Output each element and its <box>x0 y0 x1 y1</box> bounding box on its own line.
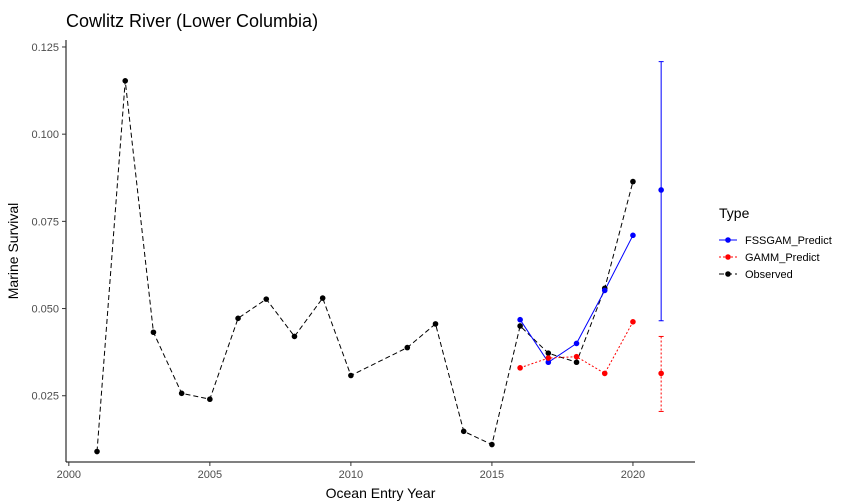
data-point-observed <box>94 448 100 455</box>
error-bar-point-gamm-predict <box>658 370 664 377</box>
legend-key-point <box>725 254 731 260</box>
legend-label: Observed <box>745 269 793 281</box>
data-point-observed <box>263 296 270 302</box>
data-point-gamm-predict <box>601 370 608 377</box>
legend-key-point <box>725 271 731 277</box>
data-point-fssgam-predict <box>573 340 580 347</box>
data-point-observed <box>207 396 213 403</box>
data-point-observed <box>432 321 439 327</box>
y-tick-label: 0.025 <box>31 391 59 403</box>
plot-area <box>94 61 664 455</box>
x-tick-label: 2005 <box>198 469 222 481</box>
x-tick-label: 2020 <box>621 469 645 481</box>
data-point-gamm-predict <box>517 365 523 371</box>
x-tick-label: 2010 <box>339 469 363 481</box>
chart-title: Cowlitz River (Lower Columbia) <box>66 11 318 31</box>
series-line-gamm-predict <box>519 321 634 375</box>
x-tick-label: 2000 <box>57 469 81 481</box>
data-point-observed <box>235 315 241 322</box>
legend-item-observed: Observed <box>719 269 793 281</box>
data-point-observed <box>319 295 326 301</box>
data-point-observed <box>460 428 467 435</box>
axes: 2000 2005 2010 2015 2020 0.025 0.050 0.075 0.100… <box>31 40 695 481</box>
data-point-observed <box>178 390 185 397</box>
data-point-observed <box>404 344 411 351</box>
data-point-observed <box>517 323 523 329</box>
data-point-gamm-predict <box>573 353 580 360</box>
data-point-observed <box>348 372 354 379</box>
data-point-observed <box>630 178 636 185</box>
data-point-gamm-predict <box>630 318 636 325</box>
data-point-gamm-predict <box>545 355 552 361</box>
legend: Type FSSGAM_Predict GAMM_Predict Observed <box>719 205 832 281</box>
data-point-observed <box>573 359 580 366</box>
legend-label: FSSGAM_Predict <box>745 235 832 247</box>
data-point-observed <box>489 441 495 448</box>
data-point-observed <box>545 350 552 356</box>
y-tick-label: 0.125 <box>31 42 59 54</box>
data-point-observed <box>150 329 157 336</box>
series-line-observed <box>96 80 634 452</box>
x-axis-title: Ocean Entry Year <box>326 485 436 501</box>
legend-key-point <box>725 237 731 243</box>
data-point-fssgam-predict <box>545 359 552 366</box>
legend-label: GAMM_Predict <box>745 252 820 264</box>
data-point-observed <box>122 78 129 84</box>
data-point-fssgam-predict <box>517 316 523 323</box>
data-point-fssgam-predict <box>601 287 608 294</box>
data-point-fssgam-predict <box>630 232 636 239</box>
data-point-observed <box>291 333 298 340</box>
y-tick-label: 0.075 <box>31 216 59 228</box>
y-tick-label: 0.050 <box>31 304 59 316</box>
legend-item-gamm-predict: GAMM_Predict <box>719 252 820 264</box>
legend-item-fssgam-predict: FSSGAM_Predict <box>719 235 832 247</box>
y-axis-title: Marine Survival <box>5 203 21 299</box>
error-bar-point-fssgam-predict <box>658 187 664 193</box>
legend-title: Type <box>719 205 750 221</box>
y-tick-label: 0.100 <box>31 129 59 141</box>
x-tick-label: 2015 <box>480 469 504 481</box>
